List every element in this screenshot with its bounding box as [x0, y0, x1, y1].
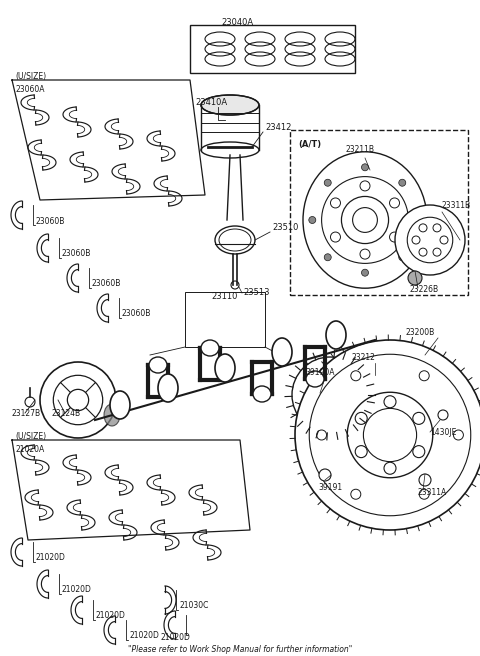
- Circle shape: [295, 340, 480, 530]
- Text: 21030C: 21030C: [179, 602, 208, 611]
- Text: 23412: 23412: [265, 123, 291, 132]
- Bar: [290, 130, 468, 295]
- Text: 1430JE: 1430JE: [430, 428, 456, 437]
- Circle shape: [330, 198, 340, 208]
- Circle shape: [384, 462, 396, 474]
- Circle shape: [390, 198, 399, 208]
- Circle shape: [292, 357, 368, 433]
- Text: 23060B: 23060B: [36, 216, 65, 226]
- Ellipse shape: [303, 152, 427, 288]
- Circle shape: [361, 164, 369, 171]
- Ellipse shape: [158, 374, 178, 402]
- Circle shape: [399, 254, 406, 261]
- Ellipse shape: [306, 371, 324, 387]
- Bar: [185, 292, 265, 347]
- Circle shape: [433, 224, 441, 232]
- Text: 23040A: 23040A: [221, 18, 253, 27]
- Circle shape: [25, 397, 35, 407]
- Ellipse shape: [201, 142, 259, 158]
- Circle shape: [395, 205, 465, 275]
- Circle shape: [351, 371, 361, 380]
- Circle shape: [440, 236, 448, 244]
- Circle shape: [351, 489, 361, 499]
- Circle shape: [433, 248, 441, 256]
- Text: 21020D: 21020D: [96, 611, 126, 621]
- Text: (A/T): (A/T): [298, 140, 321, 149]
- Text: (U/SIZE): (U/SIZE): [15, 432, 46, 441]
- Text: 23060A: 23060A: [15, 85, 45, 94]
- Text: 23212: 23212: [352, 353, 376, 362]
- Circle shape: [360, 181, 370, 191]
- Circle shape: [419, 489, 429, 499]
- Text: 21020D: 21020D: [36, 554, 66, 562]
- Text: 21020D: 21020D: [62, 586, 92, 594]
- Circle shape: [360, 249, 370, 259]
- Circle shape: [355, 413, 367, 424]
- Ellipse shape: [215, 354, 235, 382]
- Text: 23060B: 23060B: [62, 249, 91, 258]
- Ellipse shape: [201, 95, 259, 115]
- Ellipse shape: [110, 391, 130, 419]
- Circle shape: [419, 248, 427, 256]
- Ellipse shape: [149, 357, 167, 373]
- Circle shape: [361, 269, 369, 276]
- Circle shape: [454, 430, 463, 440]
- Circle shape: [317, 430, 326, 440]
- Circle shape: [324, 254, 331, 261]
- Circle shape: [309, 216, 316, 224]
- Bar: [190, 25, 355, 73]
- Text: 23200B: 23200B: [405, 328, 434, 337]
- Circle shape: [419, 371, 429, 380]
- Ellipse shape: [272, 338, 292, 366]
- Text: 21020D: 21020D: [160, 633, 190, 642]
- Circle shape: [324, 179, 331, 186]
- Text: 39190A: 39190A: [305, 368, 335, 377]
- Text: 23311A: 23311A: [418, 488, 447, 497]
- Text: 23513: 23513: [243, 288, 269, 297]
- Text: 21020D: 21020D: [129, 632, 159, 640]
- Ellipse shape: [326, 321, 346, 349]
- Circle shape: [390, 232, 399, 242]
- Text: 23510: 23510: [272, 223, 299, 232]
- Circle shape: [414, 216, 421, 224]
- Text: 23127B: 23127B: [12, 409, 41, 418]
- Circle shape: [419, 474, 431, 486]
- Text: 23226B: 23226B: [410, 285, 439, 294]
- Text: 21020A: 21020A: [15, 445, 44, 454]
- Text: 23311B: 23311B: [442, 201, 471, 210]
- Text: 39191: 39191: [318, 483, 342, 492]
- Ellipse shape: [215, 226, 255, 254]
- Text: 23110: 23110: [212, 292, 238, 301]
- Text: 23060B: 23060B: [122, 310, 151, 319]
- Text: 23211B: 23211B: [345, 145, 374, 154]
- Ellipse shape: [104, 404, 120, 426]
- Circle shape: [355, 445, 367, 458]
- Circle shape: [412, 236, 420, 244]
- Ellipse shape: [253, 386, 271, 402]
- Circle shape: [408, 271, 422, 285]
- Circle shape: [399, 179, 406, 186]
- Text: 23124B: 23124B: [52, 409, 81, 418]
- Circle shape: [413, 413, 425, 424]
- Circle shape: [319, 469, 331, 481]
- Text: "Please refer to Work Shop Manual for further information": "Please refer to Work Shop Manual for fu…: [128, 645, 352, 654]
- Circle shape: [231, 281, 239, 289]
- Circle shape: [330, 232, 340, 242]
- Text: 23410A: 23410A: [195, 98, 227, 107]
- Circle shape: [40, 362, 116, 438]
- Text: (U/SIZE): (U/SIZE): [15, 72, 46, 81]
- Circle shape: [438, 410, 448, 420]
- Circle shape: [384, 396, 396, 408]
- Circle shape: [419, 224, 427, 232]
- Circle shape: [413, 445, 425, 458]
- Text: 23060B: 23060B: [92, 279, 121, 289]
- Ellipse shape: [201, 340, 219, 356]
